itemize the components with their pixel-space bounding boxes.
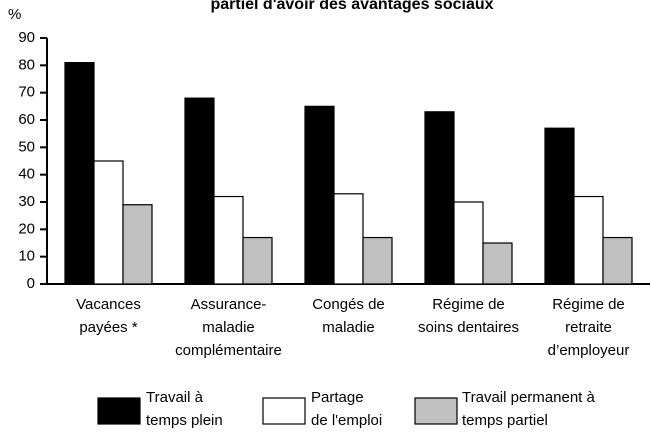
y-tick-label: 90 — [18, 29, 35, 46]
bar — [453, 201, 484, 285]
legend-swatch — [97, 397, 141, 425]
bar — [333, 193, 364, 285]
y-tick-label: 30 — [18, 193, 35, 210]
bar — [544, 127, 575, 285]
y-tick-label: 60 — [18, 111, 35, 128]
legend-label: de l'emploi — [311, 412, 382, 429]
legend-label: temps partiel — [462, 412, 548, 429]
legend-label: Travail à — [146, 389, 204, 406]
y-tick-label: 40 — [18, 166, 35, 183]
x-tick-label: Régime de — [432, 296, 505, 313]
bar — [213, 195, 244, 285]
x-tick-label: maladie — [322, 319, 375, 336]
bar — [93, 160, 124, 285]
bar — [304, 105, 335, 285]
y-tick-label: 80 — [18, 56, 35, 73]
legend-swatch — [262, 397, 306, 425]
x-tick-label: soins dentaires — [418, 319, 519, 336]
x-tick-label: maladie — [202, 319, 255, 336]
y-tick-label: 10 — [18, 248, 35, 265]
x-tick-label: Vacances — [76, 296, 141, 313]
legend-label: Travail permanent à — [462, 389, 595, 406]
bar — [482, 242, 513, 285]
x-tick-label: Assurance- — [191, 296, 267, 313]
x-tick-label: Congés de — [312, 296, 385, 313]
legend-swatch — [414, 397, 458, 425]
y-tick-label: 70 — [18, 84, 35, 101]
chart-title: partiel d'avoir des avantages sociaux — [210, 0, 493, 13]
x-tick-label: complémentaire — [175, 342, 282, 359]
y-tick-label: 0 — [27, 275, 35, 292]
y-axis-label: % — [8, 6, 21, 23]
bar — [122, 204, 153, 285]
x-tick-label: retraite — [565, 319, 612, 336]
bar — [184, 97, 215, 285]
y-tick-label: 20 — [18, 220, 35, 237]
y-tick-label: 50 — [18, 138, 35, 155]
bar — [64, 61, 95, 285]
bar — [573, 195, 604, 285]
bar — [242, 236, 273, 285]
bar — [424, 111, 455, 285]
x-tick-label: d’employeur — [548, 342, 630, 359]
bar — [362, 236, 393, 285]
x-tick-label: payées * — [79, 319, 138, 336]
bar — [602, 236, 633, 285]
x-tick-label: Régime de — [552, 296, 625, 313]
legend-label: Partage — [311, 389, 364, 406]
legend-label: temps plein — [146, 412, 223, 429]
